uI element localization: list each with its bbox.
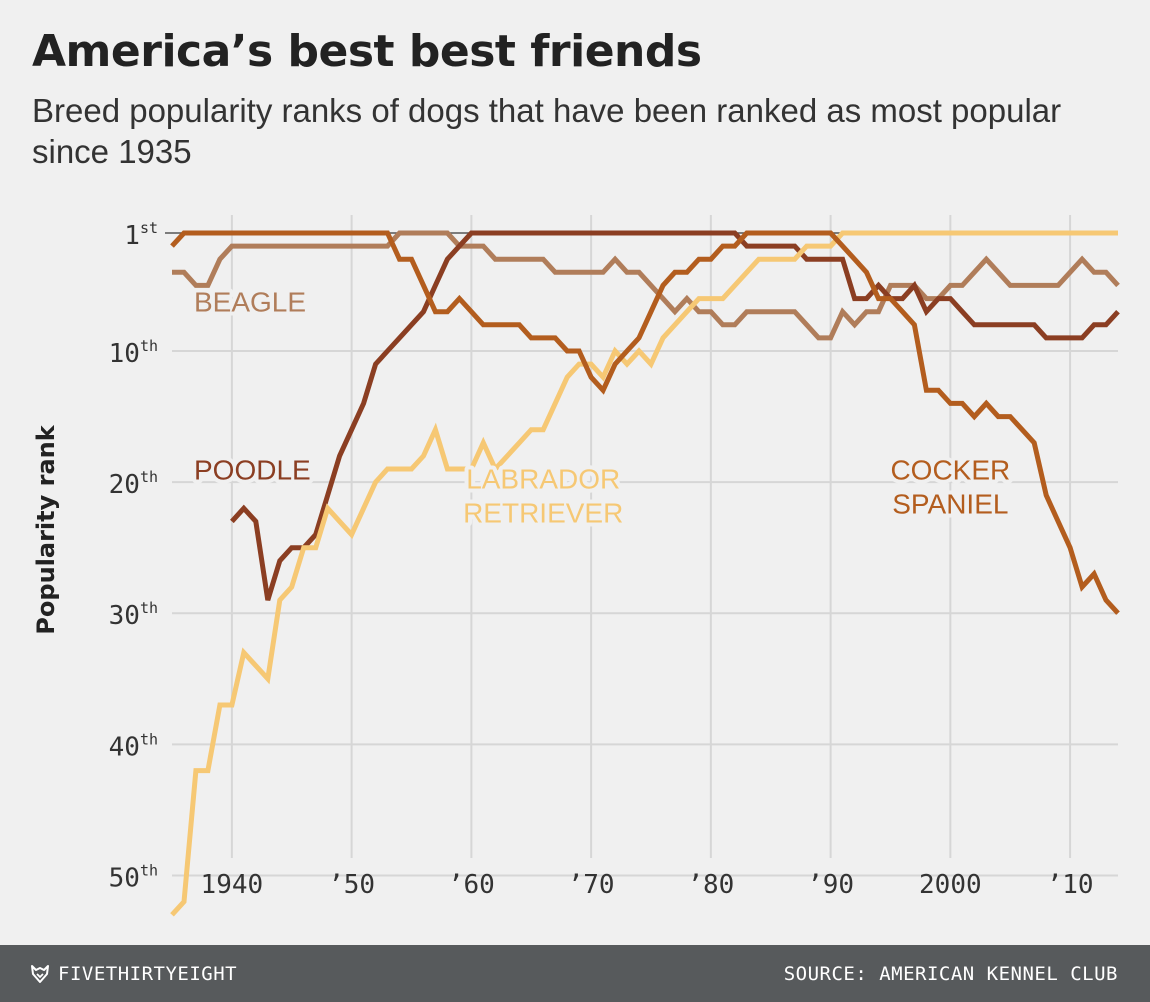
y-tick-label: 1st <box>124 219 158 251</box>
series-label-halo: SPANIEL <box>892 488 1008 519</box>
x-tick-label: ’60 <box>448 870 495 900</box>
series-label-halo: LABRADOR <box>466 464 620 495</box>
y-tick-label: 50th <box>109 861 158 893</box>
chart-title: America’s best best friends <box>32 26 702 77</box>
series-label: LABRADOR <box>466 464 620 495</box>
x-tick-label: ’10 <box>1047 870 1094 900</box>
chart-subtitle: Breed popularity ranks of dogs that have… <box>32 92 1062 170</box>
series-label-halo: RETRIEVER <box>463 498 623 529</box>
series-line-cocker-spaniel <box>170 230 1120 615</box>
series-line-beagle <box>172 230 1120 341</box>
series-line-labrador-retriever <box>170 230 1118 917</box>
x-tick-label: ’50 <box>328 870 375 900</box>
y-axis-title: Popularity rank <box>32 424 60 634</box>
series-label: POODLE <box>194 454 311 485</box>
series-label-halo: POODLE <box>194 454 311 485</box>
x-tick-label: ’80 <box>687 870 734 900</box>
series-label: BEAGLE <box>194 287 306 318</box>
x-tick-label: 2000 <box>919 870 982 900</box>
series-label: RETRIEVER <box>463 498 623 529</box>
series-label: SPANIEL <box>892 488 1008 519</box>
y-tick-label: 30th <box>109 599 158 631</box>
fox-logo-icon <box>31 965 49 983</box>
x-tick-label: ’70 <box>568 870 615 900</box>
source-credit: SOURCE: AMERICAN KENNEL CLUB <box>783 963 1118 985</box>
x-tick-label: ’90 <box>807 870 854 900</box>
y-tick-label: 40th <box>109 730 158 762</box>
brand: FIVETHIRTYEIGHT <box>30 963 237 985</box>
brand-name: FIVETHIRTYEIGHT <box>58 963 238 985</box>
series-label: COCKER <box>890 454 1010 485</box>
x-tick-label: 1940 <box>201 870 264 900</box>
series-label-halo: COCKER <box>890 454 1010 485</box>
series-line-poodle <box>230 230 1120 601</box>
footer-bar: FIVETHIRTYEIGHT SOURCE: AMERICAN KENNEL … <box>0 945 1150 1002</box>
y-tick-label: 20th <box>109 468 158 500</box>
y-tick-label: 10th <box>109 337 158 369</box>
series-label-halo: BEAGLE <box>194 287 306 318</box>
